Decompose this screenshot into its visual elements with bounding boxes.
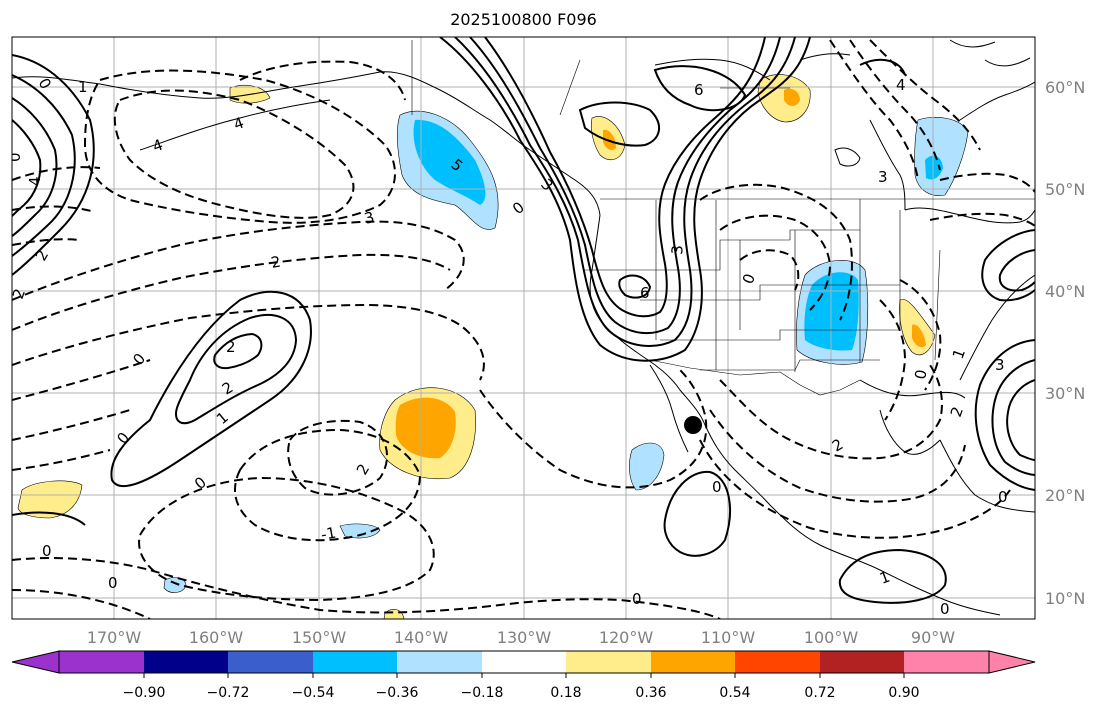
- shade-bc-orange: [603, 129, 616, 150]
- colorbar-tick-label: 0.18: [550, 685, 581, 701]
- contour-label: 3: [995, 356, 1005, 374]
- contour-label: 0: [632, 590, 642, 608]
- lon-label: 110°W: [701, 628, 756, 647]
- contour-label: 3: [878, 168, 888, 186]
- colorbar-extend-max: [988, 650, 1036, 674]
- shade-west-yellow: [17, 480, 83, 519]
- shade-pacific-orange: [395, 397, 456, 459]
- shade-small-blue-1: [339, 523, 381, 539]
- contour-label: 0: [998, 488, 1008, 506]
- colorbar-tick-label: 0.54: [719, 685, 750, 701]
- lat-label: 40°N: [1045, 282, 1085, 301]
- contour-label: 0: [6, 152, 24, 162]
- lon-label: 130°W: [497, 628, 552, 647]
- contour-label: 1: [78, 78, 88, 96]
- colorbar-tick-label: −0.90: [123, 685, 166, 701]
- contour-label: 3: [668, 244, 687, 255]
- colorbar-segment: [228, 651, 313, 673]
- lon-label: 140°W: [394, 628, 449, 647]
- contours-negative: [12, 39, 1035, 619]
- colorbar-tick-label: −0.54: [292, 685, 335, 701]
- lat-label: 60°N: [1045, 78, 1085, 97]
- contour-label: 2: [270, 253, 283, 272]
- lon-label: 90°W: [911, 628, 955, 647]
- contour-label: -1: [320, 524, 338, 544]
- contour-label: 0: [911, 368, 930, 381]
- contour-label: 0: [712, 478, 722, 496]
- colorbar-segment: [651, 651, 735, 673]
- shade-baja-blue: [629, 442, 665, 491]
- colorbar-tick-label: −0.72: [207, 685, 250, 701]
- contour-label: 2: [226, 338, 236, 356]
- colorbar-tick-label: −0.36: [376, 685, 419, 701]
- lat-label: 50°N: [1045, 180, 1085, 199]
- lat-label: 20°N: [1045, 486, 1085, 505]
- colorbar-segment: [566, 651, 651, 673]
- lon-label: 150°W: [292, 628, 347, 647]
- contour-label: 4: [26, 176, 44, 186]
- colorbar-segment: [397, 651, 482, 673]
- lon-label: 100°W: [804, 628, 859, 647]
- colorbar-segment: [482, 651, 566, 673]
- map-title: 2025100800 F096: [450, 10, 597, 29]
- map-frame: [11, 36, 1036, 620]
- contour-label: 0: [108, 574, 118, 592]
- lon-label: 160°W: [189, 628, 244, 647]
- shade-canada-orange: [784, 88, 800, 106]
- contour-label: 3: [362, 208, 376, 228]
- lon-label: 170°W: [87, 628, 142, 647]
- shade-hudson-cyan: [925, 155, 943, 180]
- colorbar-tick-label: 0.90: [888, 685, 919, 701]
- colorbar-tick-label: 0.72: [804, 685, 835, 701]
- shade-texas-orange: [912, 324, 926, 348]
- contour-label: 6: [694, 81, 704, 99]
- lon-label: 120°W: [599, 628, 654, 647]
- colorbar-segment: [144, 651, 228, 673]
- contours-positive: [12, 37, 1035, 604]
- colorbar-segment: [59, 651, 144, 673]
- contour-label: 0: [42, 542, 52, 560]
- colorbar-tick-label: 0.36: [635, 685, 666, 701]
- contour-label: 0: [940, 600, 950, 618]
- colorbar-segment: [313, 651, 397, 673]
- latitude-labels: 60°N 50°N 40°N 30°N 20°N 10°N: [1045, 78, 1085, 608]
- lat-label: 30°N: [1045, 384, 1085, 403]
- contour-label: 6: [640, 284, 650, 302]
- colorbar-segment: [735, 651, 820, 673]
- colorbar: −0.90 −0.72 −0.54 −0.36 −0.18 0.18 0.36 …: [11, 650, 1036, 701]
- colorbar-segment: [820, 651, 904, 673]
- colorbar-extend-min: [11, 650, 60, 674]
- shade-plains-cyan: [804, 272, 859, 351]
- colorbar-segment: [904, 651, 989, 673]
- storm-center-dot: [684, 416, 702, 434]
- contour-label: 4: [896, 76, 906, 94]
- shade-gulf-alaska-cyan: [413, 119, 486, 205]
- colorbar-tick-label: −0.18: [461, 685, 504, 701]
- lat-label: 10°N: [1045, 589, 1085, 608]
- longitude-labels: 170°W 160°W 150°W 140°W 130°W 120°W 110°…: [87, 628, 955, 647]
